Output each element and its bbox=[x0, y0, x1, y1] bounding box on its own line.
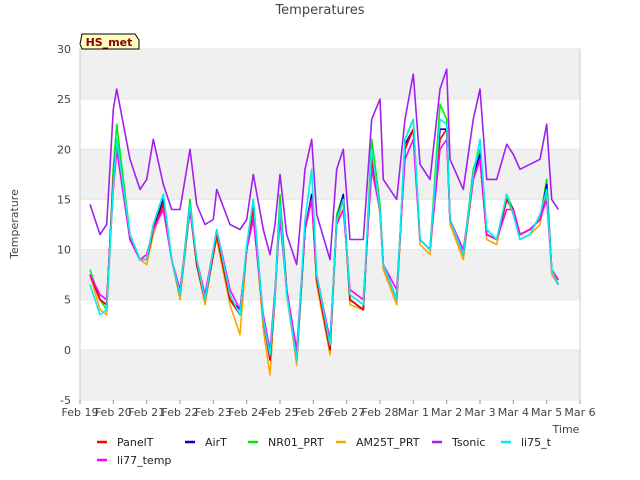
legend: PanelT AirT NR01_PRT AM25T_PRT Tsonic li75_tl… bbox=[97, 436, 552, 467]
legend-label: Tsonic bbox=[451, 436, 485, 449]
x-axis-label: Time bbox=[552, 423, 580, 436]
x-tick-label: Feb 23 bbox=[195, 406, 232, 419]
legend-label: NR01_PRT bbox=[268, 436, 324, 449]
plot-bands bbox=[80, 49, 580, 400]
x-tick-label: Feb 28 bbox=[362, 406, 399, 419]
annotation-label: HS_met bbox=[86, 36, 133, 49]
y-tick-label: 5 bbox=[64, 294, 71, 307]
legend-item-nr01-prt: NR01_PRT bbox=[248, 436, 324, 449]
plot-band bbox=[80, 49, 580, 100]
x-tick-label: Feb 25 bbox=[262, 406, 299, 419]
series-lines bbox=[89, 68, 560, 376]
y-axis-ticks: -5 0 5 10 15 20 25 30 bbox=[57, 43, 580, 407]
legend-item-airt: AirT bbox=[185, 436, 227, 449]
x-tick-label: Mar 6 bbox=[564, 406, 595, 419]
x-tick-label: Feb 21 bbox=[128, 406, 165, 419]
legend-item-am25t-prt: AM25T_PRT bbox=[336, 436, 420, 449]
y-tick-label: 0 bbox=[64, 344, 71, 357]
y-tick-label: -5 bbox=[60, 394, 71, 407]
legend-label: li77_temp bbox=[117, 454, 171, 467]
plot-band bbox=[80, 99, 580, 150]
x-tick-label: Feb 24 bbox=[228, 406, 265, 419]
x-tick-label: Mar 3 bbox=[464, 406, 495, 419]
y-axis-label: Temperature bbox=[8, 189, 21, 260]
y-tick-label: 25 bbox=[57, 93, 71, 106]
legend-label: li75_t bbox=[521, 436, 552, 449]
x-tick-label: Feb 22 bbox=[162, 406, 199, 419]
legend-label: AirT bbox=[205, 436, 227, 449]
legend-item-tsonic: Tsonic bbox=[432, 436, 485, 449]
annotation-box: HS_met bbox=[79, 33, 140, 50]
y-tick-label: 10 bbox=[57, 244, 71, 257]
x-tick-label: Feb 27 bbox=[328, 406, 365, 419]
series-line-li75-t bbox=[89, 118, 560, 361]
legend-label: AM25T_PRT bbox=[356, 436, 420, 449]
plot-band bbox=[80, 149, 580, 200]
series-line-tsonic bbox=[89, 68, 559, 266]
chart-title: Temperatures bbox=[274, 3, 364, 18]
y-tick-label: 20 bbox=[57, 143, 71, 156]
legend-label: PanelT bbox=[117, 436, 154, 449]
legend-item-panelt: PanelT bbox=[97, 436, 154, 449]
x-tick-label: Feb 26 bbox=[295, 406, 332, 419]
x-tick-label: Feb 19 bbox=[62, 406, 99, 419]
x-tick-label: Mar 5 bbox=[531, 406, 562, 419]
plot-band bbox=[80, 349, 580, 400]
x-tick-label: Mar 1 bbox=[398, 406, 429, 419]
x-tick-label: Mar 2 bbox=[431, 406, 462, 419]
y-tick-label: 30 bbox=[57, 43, 71, 56]
y-tick-label: 15 bbox=[57, 193, 71, 206]
legend-item-li75-t: li75_t bbox=[501, 436, 552, 449]
x-tick-label: Feb 20 bbox=[95, 406, 132, 419]
legend-item-li77-temp: li77_temp bbox=[97, 454, 171, 467]
x-tick-label: Mar 4 bbox=[498, 406, 529, 419]
